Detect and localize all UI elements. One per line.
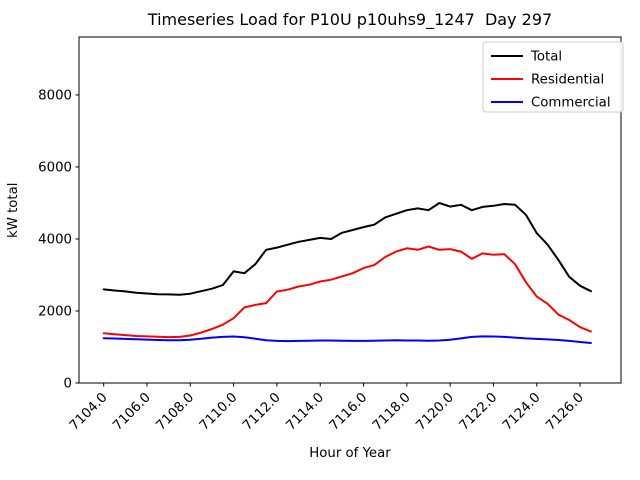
x-tick-label: 7122.0 — [457, 390, 501, 434]
series-line-residential — [102, 245, 592, 339]
x-tick-label: 7112.0 — [240, 390, 284, 434]
y-tick-label: 4000 — [38, 232, 72, 247]
series-line-commercial — [102, 335, 592, 344]
y-tick-label: 2000 — [38, 304, 72, 319]
x-tick-label: 7120.0 — [413, 390, 457, 434]
x-tick-label: 7106.0 — [110, 390, 154, 434]
x-tick-label: 7114.0 — [284, 390, 328, 434]
x-tick-label: 7104.0 — [67, 390, 111, 434]
x-tick-label: 7126.0 — [543, 390, 587, 434]
x-tick-label: 7110.0 — [197, 390, 241, 434]
x-axis-label: Hour of Year — [309, 446, 391, 461]
y-tick-label: 0 — [64, 377, 72, 392]
legend-label: Residential — [531, 73, 604, 88]
x-tick-label: 7124.0 — [500, 390, 544, 434]
y-axis-ticks: 0 2000 4000 6000 8000 — [38, 88, 79, 392]
x-tick-label: 7118.0 — [370, 390, 414, 434]
y-axis-label: kW total — [6, 182, 21, 238]
y-tick-label: 8000 — [38, 88, 72, 103]
x-axis-ticks: 7104.0 7106.0 7108.0 7110.0 7112.0 7114.0 7116… — [67, 383, 587, 434]
legend-label: Commercial — [531, 96, 611, 111]
legend-label: Total — [530, 50, 562, 65]
y-tick-label: 6000 — [38, 160, 72, 175]
legend: Total Residential Commercial — [482, 41, 624, 113]
x-tick-label: 7116.0 — [327, 390, 371, 434]
x-tick-label: 7108.0 — [154, 390, 198, 434]
legend-box — [482, 41, 624, 113]
chart-title: Timeseries Load for P10U p10uhs9_1247 Da… — [147, 10, 553, 29]
series-line-total — [102, 202, 592, 296]
